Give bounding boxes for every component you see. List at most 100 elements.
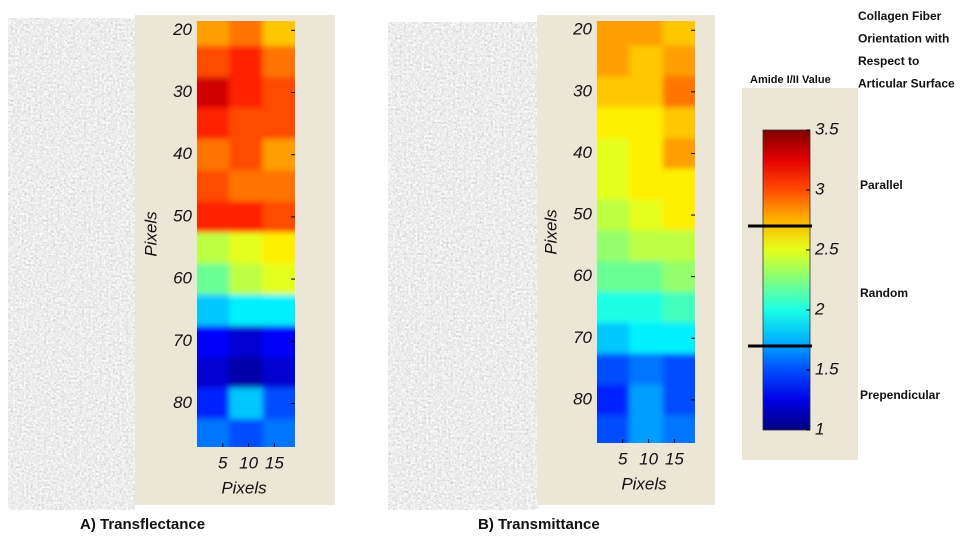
heatmap-cell (262, 139, 295, 171)
heatmap-cell (197, 232, 230, 265)
heatmap-cell (197, 108, 230, 140)
heatmap-cell (597, 168, 630, 201)
heatmap-cell (629, 21, 664, 47)
heatmap-cell (229, 76, 264, 109)
heatmap-cell (229, 294, 264, 327)
x-axis-label: Pixels (621, 474, 667, 493)
heatmap-cell (229, 21, 264, 47)
heatmap-cell (262, 76, 295, 109)
heatmap-cell (597, 384, 630, 416)
heatmap-cells (597, 21, 695, 443)
colorbar-tick-label: 3 (815, 179, 825, 198)
heatmap-cell (197, 76, 230, 109)
heatmap-cell (662, 138, 695, 170)
colorbar (762, 129, 811, 431)
colorbar-tick-label: 3.5 (815, 119, 839, 138)
heatmap-cell (262, 387, 295, 420)
heatmap-cell (629, 168, 664, 201)
heatmap-cell (629, 353, 664, 385)
heatmap-cell (229, 139, 264, 171)
x-tick-label: 10 (639, 449, 658, 468)
heatmap-cell (229, 263, 264, 296)
heatmap-cell (197, 201, 230, 233)
heatmap (197, 21, 295, 447)
heatmap-cell (597, 292, 630, 324)
heatmap-cell (229, 325, 264, 358)
x-tick-label: 5 (218, 453, 228, 472)
heatmap-cells (197, 21, 295, 447)
header-line: Articular Surface (858, 77, 955, 91)
y-tick-label: 70 (573, 328, 592, 347)
y-tick-label: 50 (173, 206, 192, 225)
heatmap-cell (662, 45, 695, 77)
heatmap-cell (597, 261, 630, 293)
x-tick-label: 15 (665, 449, 684, 468)
heatmap-cell (629, 138, 664, 170)
heatmap-cell (662, 76, 695, 108)
heatmap-cell (629, 45, 664, 77)
heatmap-cell (629, 292, 664, 324)
y-tick-label: 20 (572, 20, 592, 39)
heatmap-cell (597, 199, 630, 231)
heatmap-cell (262, 232, 295, 265)
heatmap-cell (197, 45, 230, 78)
caption: A) Transflectance (80, 516, 205, 533)
heatmap-cell (597, 107, 630, 139)
heatmap-cell (662, 199, 695, 231)
heatmap-cell (262, 325, 295, 358)
y-tick-label: 50 (573, 205, 592, 224)
heatmap-cell (662, 261, 695, 293)
heatmap-cell (662, 21, 695, 47)
histology-image (388, 22, 538, 510)
header-line: Collagen Fiber (858, 9, 942, 23)
x-axis-label: Pixels (221, 478, 267, 497)
y-tick-label: 80 (173, 393, 192, 412)
heatmap-cell (197, 387, 230, 420)
heatmap-cell (262, 108, 295, 140)
orientation-label: Random (860, 286, 908, 300)
orientation-label: Parallel (860, 178, 903, 192)
x-tick-label: 15 (265, 453, 284, 472)
heatmap-cell (262, 201, 295, 233)
y-tick-label: 30 (573, 81, 592, 100)
heatmap-cell (229, 387, 264, 420)
heatmap-cell (662, 230, 695, 262)
heatmap-cell (629, 107, 664, 139)
heatmap-cell (629, 322, 664, 355)
y-tick-label: 30 (173, 82, 192, 101)
colorbar-tick-label: 2 (814, 299, 825, 318)
colorbar-tick-label: 2.5 (814, 239, 839, 258)
heatmap-cell (662, 292, 695, 324)
y-tick-label: 40 (173, 144, 192, 163)
y-axis-label: Pixels (541, 209, 560, 255)
heatmap-cell (197, 419, 230, 447)
heatmap-cell (197, 21, 230, 47)
heatmap-cell (662, 168, 695, 201)
y-tick-label: 60 (573, 266, 592, 285)
heatmap-cell (229, 108, 264, 140)
heatmap-cell (629, 261, 664, 293)
heatmap-cell (262, 419, 295, 447)
colorbar-title: Amide I/II Value (750, 74, 831, 86)
heatmap-cell (662, 107, 695, 139)
heatmap-cell (662, 353, 695, 385)
heatmap-cell (262, 21, 295, 47)
heatmap-cell (629, 230, 664, 262)
header-line: Orientation with (858, 32, 949, 46)
heatmap-cell (597, 45, 630, 77)
heatmap-cell (662, 322, 695, 355)
heatmap-cell (662, 415, 695, 443)
heatmap-cell (229, 170, 264, 202)
heatmap-cell (629, 76, 664, 108)
y-tick-label: 60 (173, 269, 192, 288)
x-tick-label: 5 (618, 449, 628, 468)
heatmap-cell (262, 45, 295, 78)
heatmap-cell (597, 415, 630, 443)
heatmap-cell (197, 294, 230, 327)
colorbar-tick-label: 1.5 (815, 359, 839, 378)
heatmap-cell (597, 230, 630, 262)
heatmap-cell (597, 138, 630, 170)
y-tick-label: 80 (573, 389, 592, 408)
heatmap-cell (229, 232, 264, 265)
heatmap-cell (597, 76, 630, 108)
